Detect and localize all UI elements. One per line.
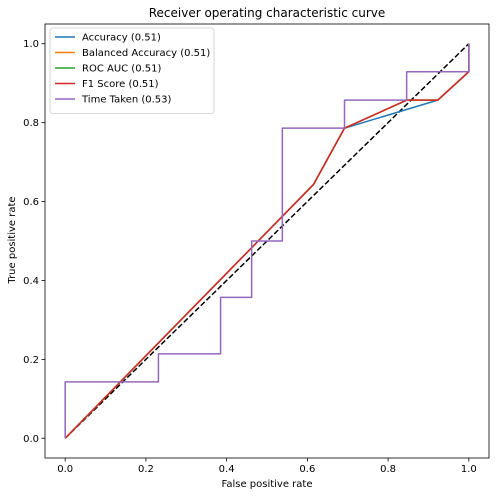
x-axis-label: False positive rate <box>222 479 313 490</box>
y-axis-label: True positive rate <box>7 196 18 284</box>
y-tick-label: 0.2 <box>23 355 39 366</box>
axes: 0.0 0.2 0.4 0.6 0.8 1.0 0.0 0.2 0.4 0.6 0.8 1.0 <box>23 23 490 475</box>
plot-area <box>64 43 470 439</box>
y-tick-label: 0.0 <box>23 434 39 445</box>
legend: Accuracy (0.51) Balanced Accuracy (0.51) R… <box>49 27 215 114</box>
series-line-4 <box>64 43 470 439</box>
x-tick-label: 0.2 <box>138 464 154 475</box>
axes-frame <box>44 23 490 459</box>
legend-box <box>49 27 215 114</box>
reference-diagonal-line <box>64 43 470 439</box>
legend-label: ROC AUC (0.51) <box>82 64 161 75</box>
y-tick-label: 0.8 <box>23 118 39 129</box>
x-tick-label: 0.8 <box>380 464 396 475</box>
x-tick-label: 0.6 <box>299 464 315 475</box>
legend-label: Balanced Accuracy (0.51) <box>82 48 210 59</box>
y-tick-label: 0.6 <box>23 197 39 208</box>
x-tick-label: 0.4 <box>219 464 235 475</box>
legend-label: F1 Score (0.51) <box>82 79 159 90</box>
y-tick-label: 0.4 <box>23 276 39 287</box>
chart-title: Receiver operating characteristic curve <box>149 6 386 20</box>
y-tick-label: 1.0 <box>23 39 39 50</box>
legend-label: Accuracy (0.51) <box>82 33 161 44</box>
x-tick-label: 1.0 <box>461 464 477 475</box>
x-tick-label: 0.0 <box>57 464 73 475</box>
legend-label: Time Taken (0.53) <box>81 95 172 106</box>
